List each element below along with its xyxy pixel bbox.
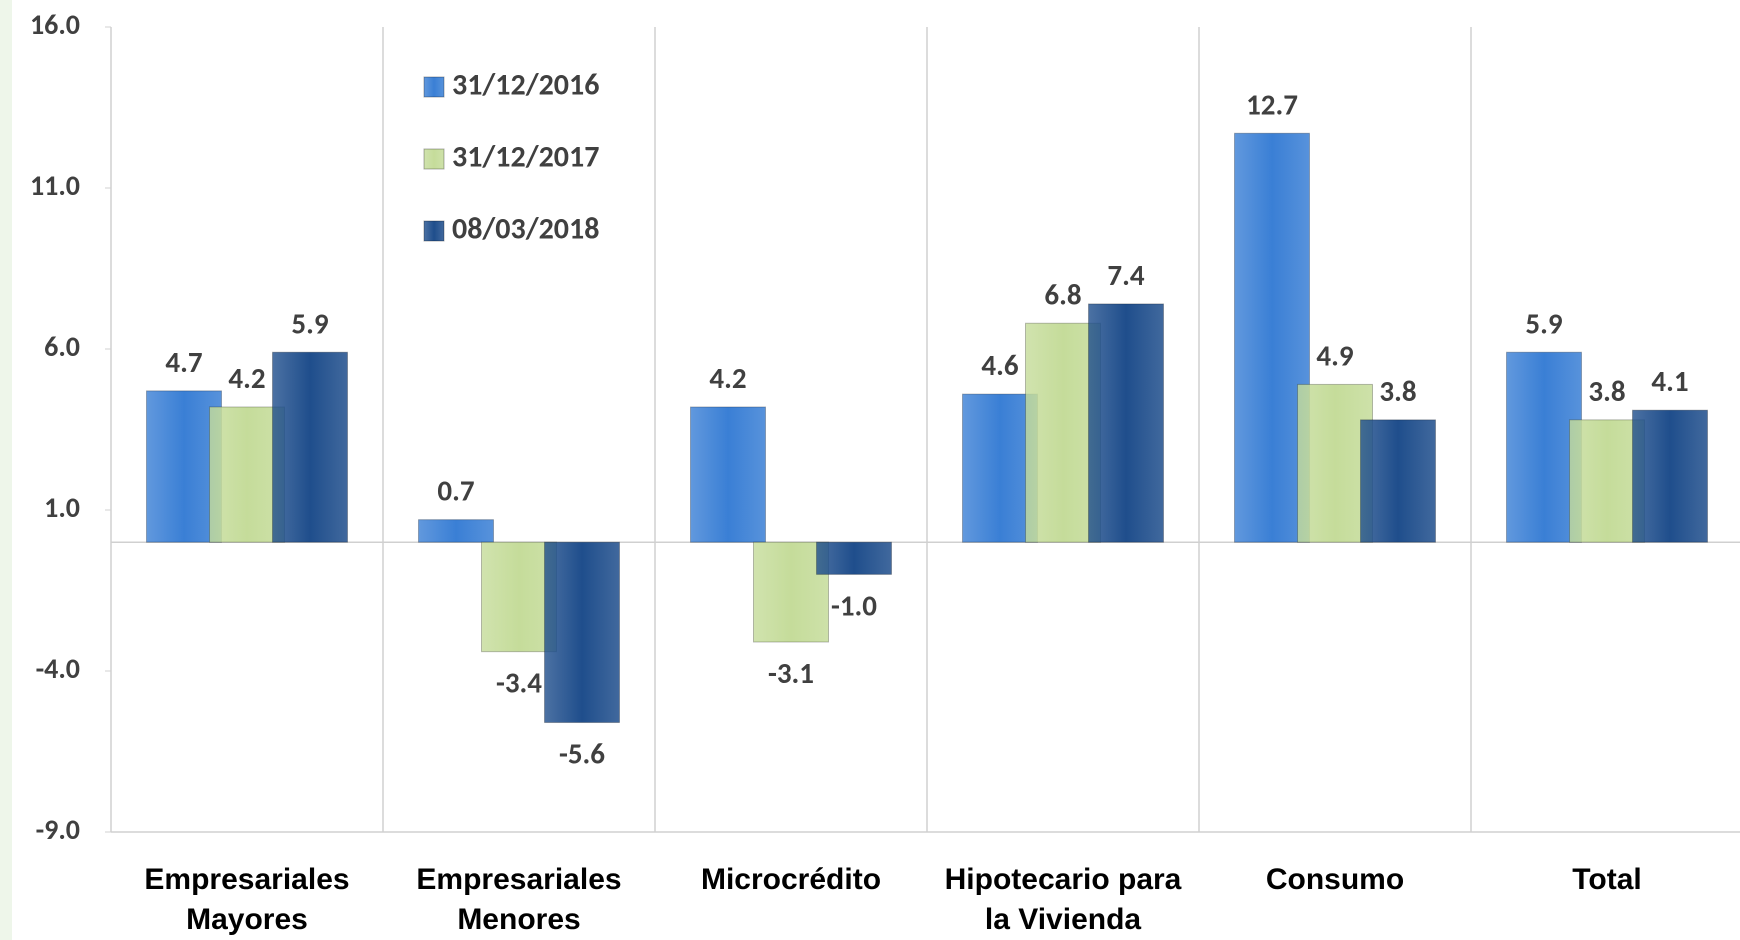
y-tick-label: 16.0 (30, 7, 80, 42)
x-tick-label: Total (1572, 863, 1642, 896)
y-tick-label: 11.0 (30, 168, 80, 203)
legend-swatch (423, 76, 445, 98)
value-label: 5.9 (1525, 305, 1562, 341)
bar (962, 393, 1038, 543)
bar (1025, 322, 1101, 543)
legend-label: 31/12/2016 (452, 66, 599, 103)
bar (690, 406, 766, 543)
value-label: 12.7 (1246, 86, 1298, 122)
side-strip (0, 0, 12, 940)
value-label: 4.1 (1651, 363, 1688, 399)
y-tick-label: -9.0 (36, 812, 80, 847)
legend-swatch (423, 148, 445, 170)
legend-label: 31/12/2017 (452, 138, 599, 175)
bar (1569, 419, 1645, 543)
value-label: 4.2 (228, 360, 265, 396)
bar (544, 541, 620, 724)
value-label: 6.8 (1044, 276, 1081, 312)
bar (418, 519, 494, 543)
y-tick-label: 6.0 (44, 329, 80, 364)
bar (1088, 303, 1164, 543)
bar (1297, 383, 1373, 543)
x-tick-label: Hipotecario para la Vivienda (944, 863, 1182, 936)
x-tick-label: Empresariales Menores (416, 863, 622, 936)
legend-label: 08/03/2018 (452, 210, 599, 247)
bar (1506, 351, 1582, 543)
bar (816, 541, 892, 575)
value-label: -1.0 (831, 587, 877, 623)
value-label: -3.1 (768, 655, 814, 691)
y-tick-label: -4.0 (36, 651, 80, 686)
x-tick-label: Empresariales Mayores (144, 863, 350, 936)
legend-swatch (423, 220, 445, 242)
value-label: 4.6 (981, 347, 1018, 383)
value-label: 4.9 (1316, 337, 1353, 373)
value-label: 4.2 (709, 360, 746, 396)
x-tick-label: Consumo (1265, 863, 1405, 896)
value-label: -5.6 (559, 736, 605, 772)
value-label: 3.8 (1588, 373, 1625, 409)
bar (272, 351, 348, 543)
value-label: 3.8 (1379, 373, 1416, 409)
value-label: 0.7 (437, 473, 474, 509)
value-label: 5.9 (291, 305, 328, 341)
x-tick-label: Microcrédito (700, 863, 882, 896)
bar (481, 541, 557, 653)
bar (1360, 419, 1436, 543)
bar (1234, 132, 1310, 543)
value-label: 4.7 (165, 344, 202, 380)
bar (1632, 409, 1708, 543)
bar (753, 541, 829, 643)
y-tick-label: 1.0 (44, 490, 80, 525)
value-label: 7.4 (1107, 257, 1144, 293)
value-label: -3.4 (496, 665, 542, 701)
